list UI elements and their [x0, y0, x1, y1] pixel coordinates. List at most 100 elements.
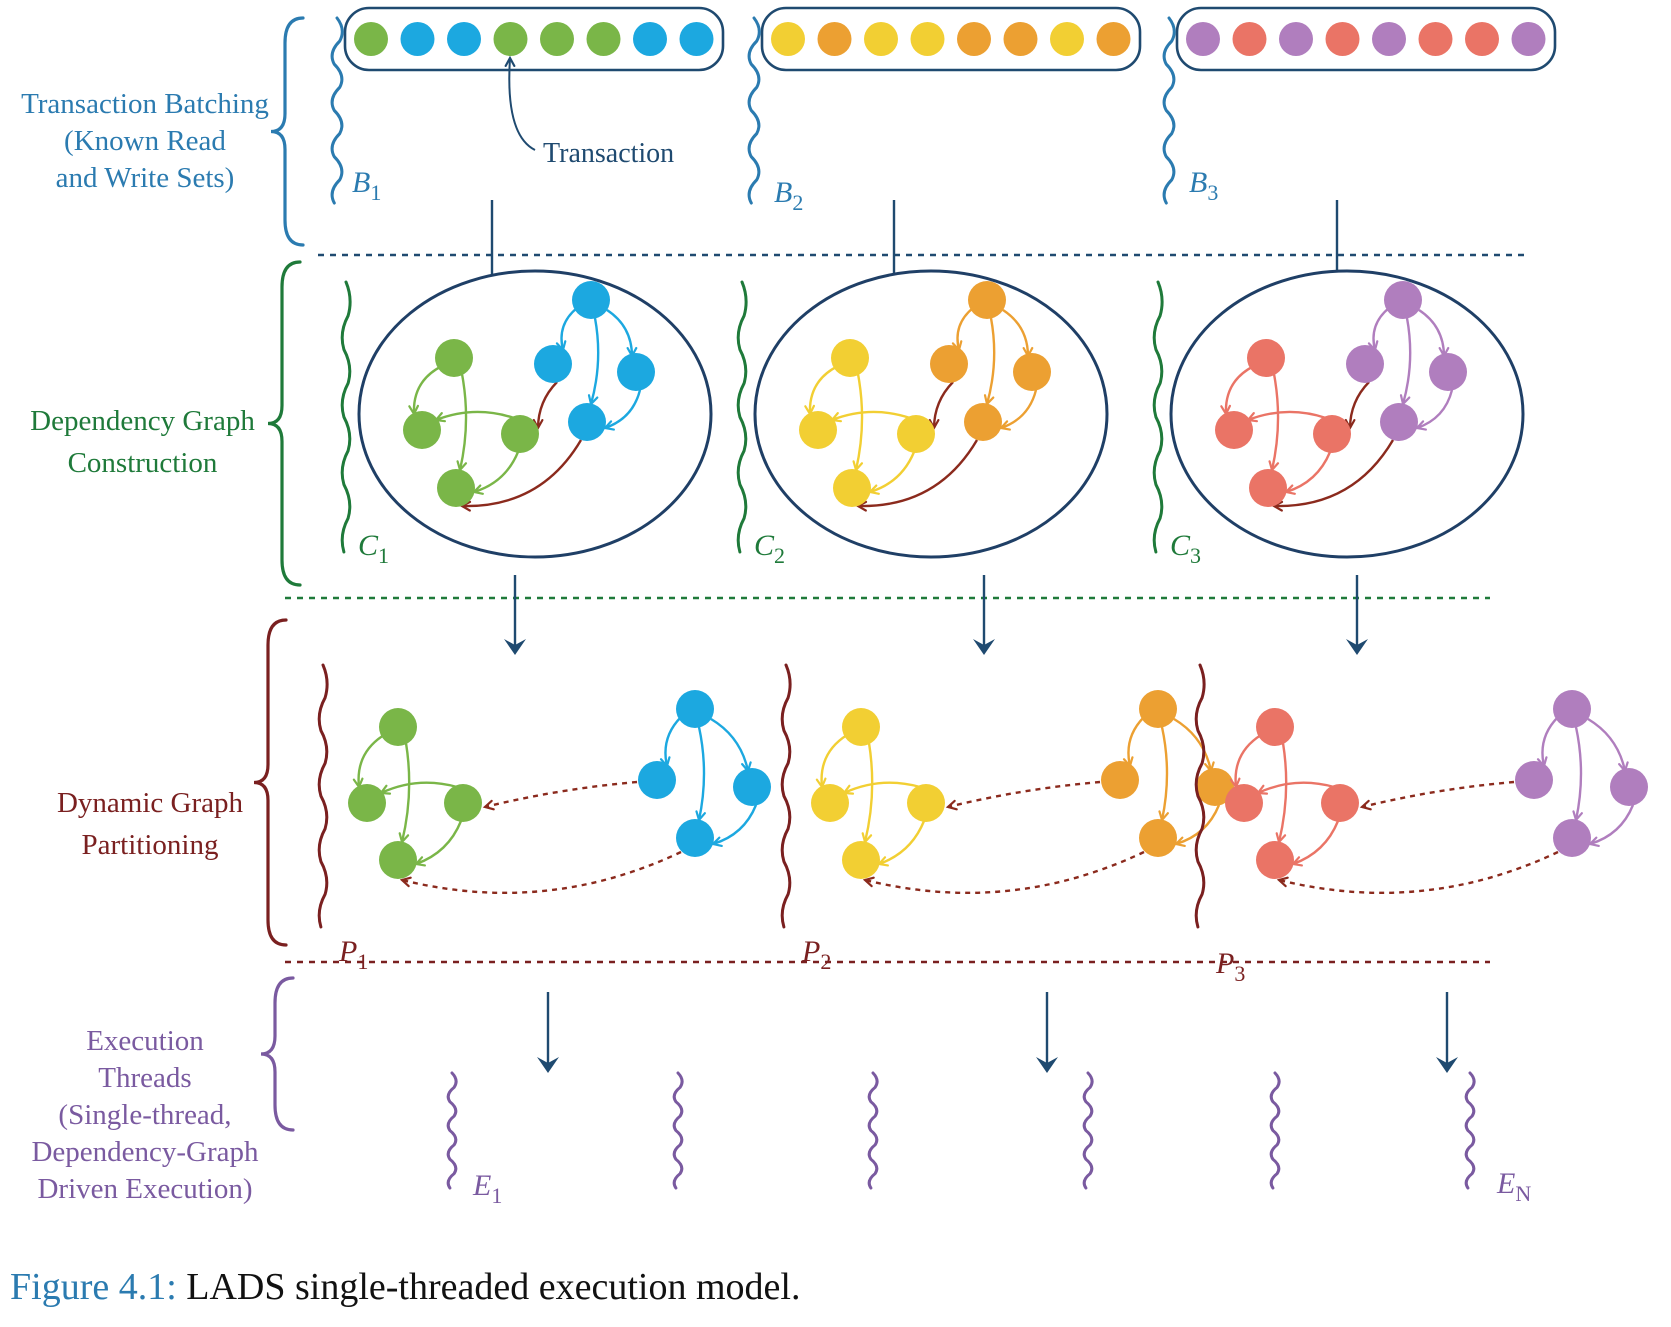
stage-label-line: Transaction Batching [21, 88, 269, 120]
dependency-edge [1224, 364, 1255, 415]
graph-node [831, 339, 869, 377]
partition-node [348, 784, 386, 822]
graph-label-subscript: 1 [378, 543, 389, 568]
stage-label-line: Dynamic Graph [56, 787, 244, 819]
stage-label-batching: Transaction Batching (Known Read and Wri… [0, 86, 290, 197]
batch-label-subscript: 1 [370, 180, 381, 205]
edge-arrowhead [945, 799, 958, 811]
dependency-edge [412, 364, 443, 415]
dependency-edge [1127, 716, 1145, 767]
batch-1: B1 [330, 6, 725, 315]
batch-label-subscript: 2 [792, 190, 803, 215]
batch-transaction-node [400, 22, 435, 56]
dependency-edge [664, 716, 682, 767]
dependency-edge [878, 820, 926, 866]
cross-dependency-edge [857, 439, 979, 508]
partition-node [1139, 819, 1177, 857]
figure-caption-text: LADS single-threaded execution model. [176, 1266, 801, 1308]
graph-squiggle [1152, 280, 1164, 554]
graph-node [1380, 403, 1418, 441]
edge-arrowhead [1359, 799, 1372, 811]
brace-graph [267, 260, 302, 587]
dependency-edge [1270, 373, 1280, 471]
batch-transaction-node [1050, 22, 1084, 56]
batch-transaction-node [540, 22, 574, 56]
batch-transaction-node [1003, 22, 1038, 56]
graph-node [1384, 281, 1422, 319]
stage-label-graph: Dependency Graph Construction [0, 400, 285, 484]
graph-node [1247, 339, 1285, 377]
batch-container [1175, 6, 1557, 72]
callout-arrowhead [504, 55, 516, 67]
cross-dependency-edge [1348, 381, 1370, 429]
thread-row: E1 EN [446, 1071, 1531, 1208]
partition-node [1515, 761, 1553, 799]
stage-label-line: Driven Execution) [37, 1173, 253, 1205]
partition-node [676, 819, 714, 857]
brace-batching [270, 16, 305, 247]
batch-squiggle [1162, 16, 1176, 205]
dependency-edge [1000, 389, 1038, 430]
batch-3: B3 [1162, 6, 1557, 315]
dependency-edge [458, 373, 468, 471]
batch-transaction-node [354, 22, 388, 56]
cross-dependency-edge [932, 381, 954, 429]
graph-node [534, 345, 572, 383]
batch-label: B1 [352, 166, 381, 205]
graph-node [501, 415, 539, 453]
dependency-edge [1292, 820, 1340, 866]
graph-node [1313, 415, 1351, 453]
partition-3: P3 [1194, 663, 1648, 986]
batch-transaction-node [1511, 22, 1546, 56]
partition-node [1610, 768, 1648, 806]
batch-transaction-node [910, 22, 945, 56]
graph-label-subscript: 2 [774, 543, 785, 568]
partition-node [379, 708, 417, 746]
cross-dependency-dashed-edge [484, 780, 638, 809]
stage-label-line: and Write Sets) [55, 162, 235, 194]
partition-node [1256, 708, 1294, 746]
batch-transaction-node [1279, 22, 1313, 56]
graph-node [617, 353, 655, 391]
graph-3: C3 [1152, 269, 1525, 655]
batch-transaction-node [493, 22, 528, 56]
dependency-edge [357, 733, 385, 788]
graph-label: C2 [754, 529, 785, 568]
dependency-edge [863, 742, 874, 843]
stage-label-partition: Dynamic Graph Partitioning [30, 782, 270, 866]
flow-arrow-graph-1-head [504, 639, 526, 655]
partition-node [907, 784, 945, 822]
dependency-edge [808, 364, 839, 415]
graph-node [1215, 411, 1253, 449]
dependency-edge [1589, 804, 1635, 846]
stage-label-line: Construction [67, 447, 218, 479]
stage-label-line: Dependency-Graph [31, 1136, 259, 1168]
batch-label-subscript: 3 [1207, 180, 1218, 205]
graph-node [572, 281, 610, 319]
callout-line [508, 57, 536, 151]
thread-label-last: EN [1496, 1167, 1531, 1206]
cross-dependency-edge [1273, 439, 1395, 508]
graph-squiggle [736, 280, 748, 554]
dependency-edge [1574, 726, 1583, 821]
partition-node [379, 841, 417, 879]
flow-arrows [537, 992, 1458, 1073]
batch-transaction-node [1096, 22, 1131, 56]
graph-node [833, 469, 871, 507]
partition-node [811, 784, 849, 822]
partition-label: P3 [1215, 947, 1245, 986]
graph-node [437, 469, 475, 507]
partition-node [676, 690, 714, 728]
graph-row: C1 C2 C3 [340, 269, 1525, 655]
stage-label-line: Dependency Graph [30, 405, 255, 437]
partition-label-subscript: 3 [1234, 961, 1245, 986]
execution-thread [867, 1071, 879, 1190]
partition-row: P1 P2 P3 [317, 663, 1648, 986]
flow-arrow-partition-2-head [1036, 1057, 1058, 1073]
cross-dependency-edge [536, 381, 558, 429]
execution-thread [1269, 1071, 1281, 1190]
cross-dependency-dashed-edge [1278, 850, 1559, 894]
batch-transaction-node [957, 22, 991, 56]
edge-arrowhead [1276, 876, 1289, 888]
dependency-edge [1285, 451, 1332, 494]
